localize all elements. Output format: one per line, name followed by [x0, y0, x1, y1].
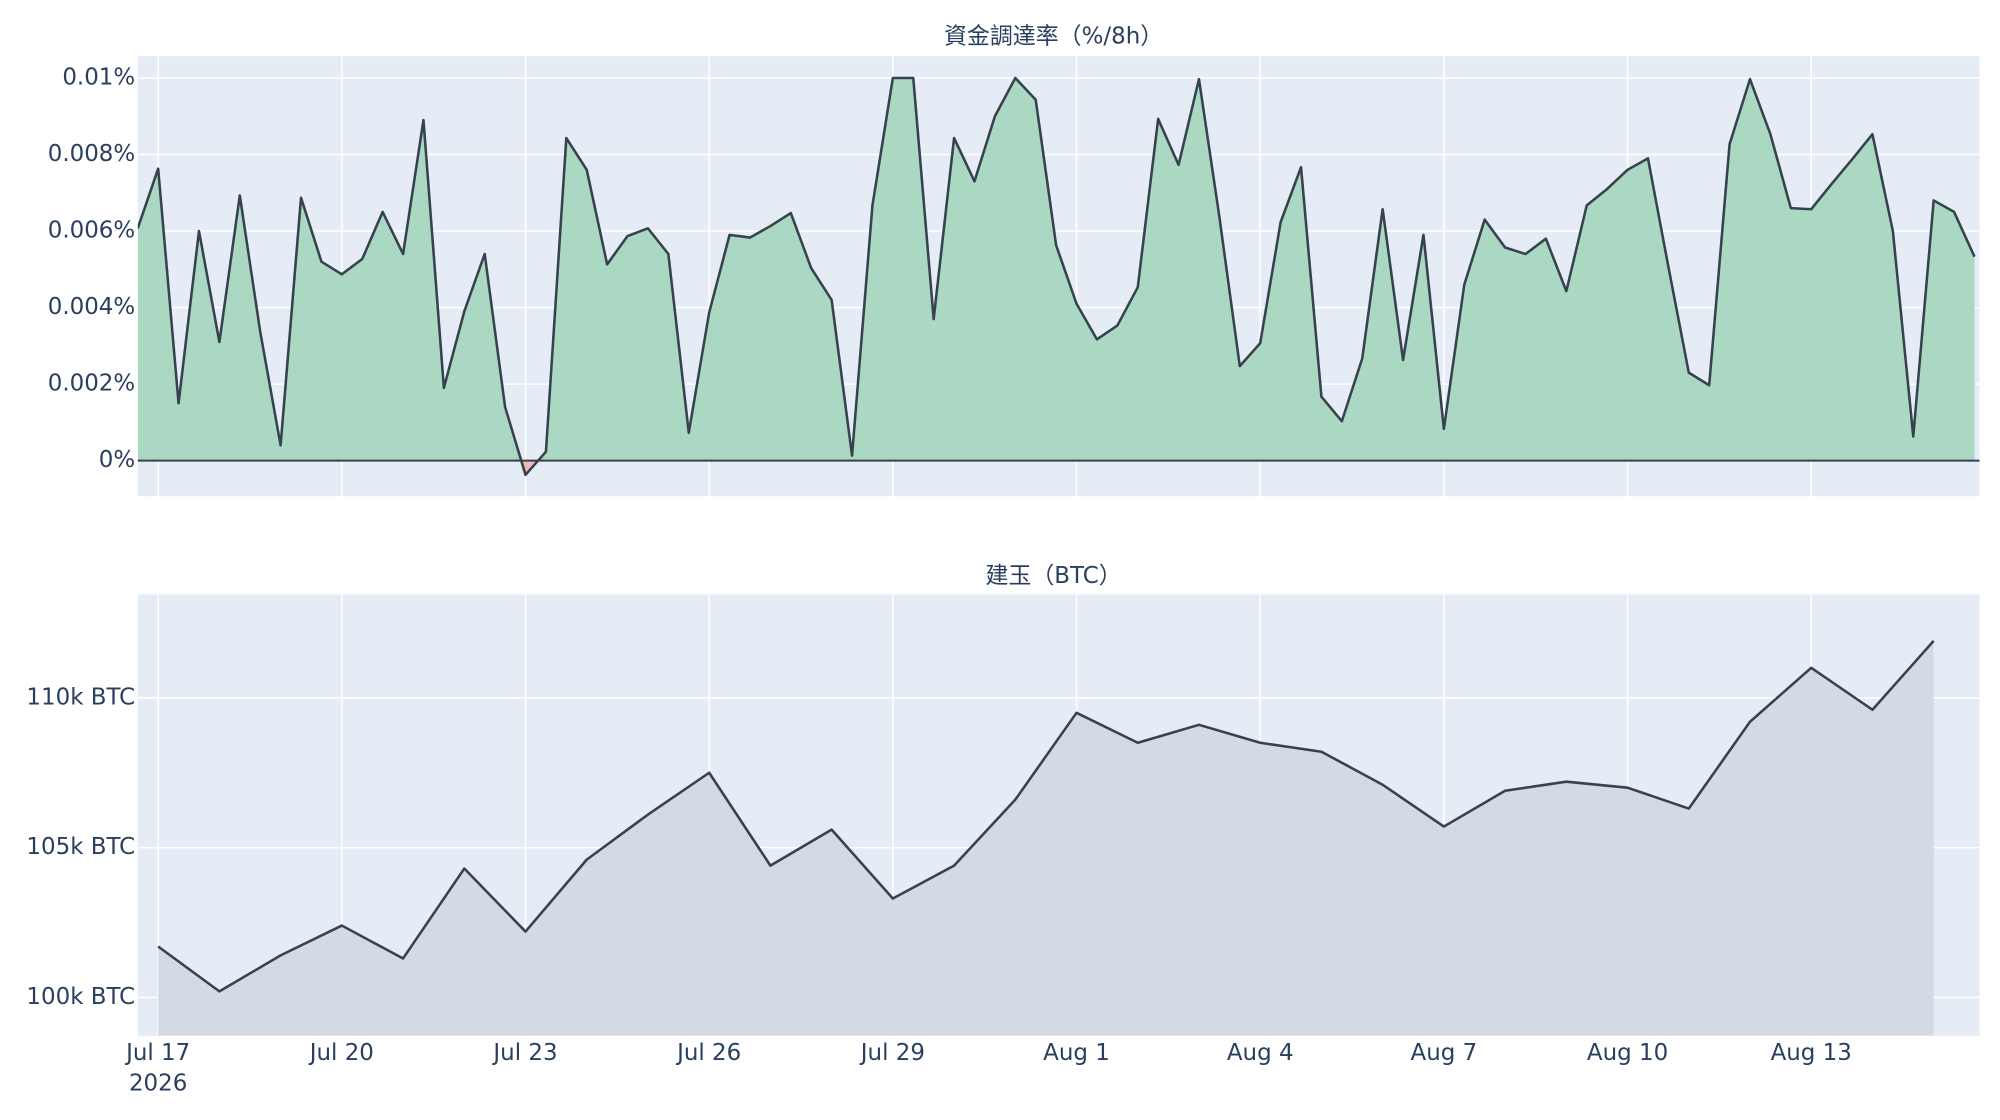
line	[157, 640, 1935, 993]
y-tick-label: 105k BTC	[26, 834, 135, 860]
x-tick-label: Aug 13	[1771, 1040, 1852, 1066]
y-tick-label: 0.01%	[62, 64, 135, 90]
y-tick-label: 0.004%	[48, 294, 135, 320]
x-year-label: 2026	[129, 1071, 187, 1097]
y-tick-label: 0.008%	[48, 141, 135, 167]
plot-area	[137, 76, 1980, 477]
positive-area	[137, 77, 1975, 461]
line	[137, 76, 1976, 477]
chart-title: 建玉（BTC）	[985, 563, 1121, 589]
x-tick-label: Aug 10	[1587, 1040, 1668, 1066]
x-tick-label: Aug 4	[1227, 1040, 1294, 1066]
y-tick-label: 0.006%	[48, 218, 135, 244]
area-fill	[158, 640, 1934, 1036]
chart-title: 資金調達率（%/8h）	[944, 24, 1163, 50]
plot-area	[157, 640, 1935, 1036]
x-tick-label: Jul 26	[675, 1040, 741, 1066]
y-tick-label: 0.002%	[48, 371, 135, 397]
x-tick-label: Jul 20	[308, 1040, 374, 1066]
y-tick-label: 100k BTC	[26, 984, 135, 1010]
y-tick-label: 0%	[99, 447, 135, 473]
x-tick-label: Jul 23	[491, 1040, 557, 1066]
x-tick-label: Aug 1	[1043, 1040, 1110, 1066]
x-tick-label: Jul 17	[124, 1040, 190, 1066]
y-tick-label: 110k BTC	[26, 684, 135, 710]
area-fill	[137, 77, 1975, 461]
x-tick-label: Jul 29	[859, 1040, 925, 1066]
x-tick-label: Aug 7	[1411, 1040, 1478, 1066]
